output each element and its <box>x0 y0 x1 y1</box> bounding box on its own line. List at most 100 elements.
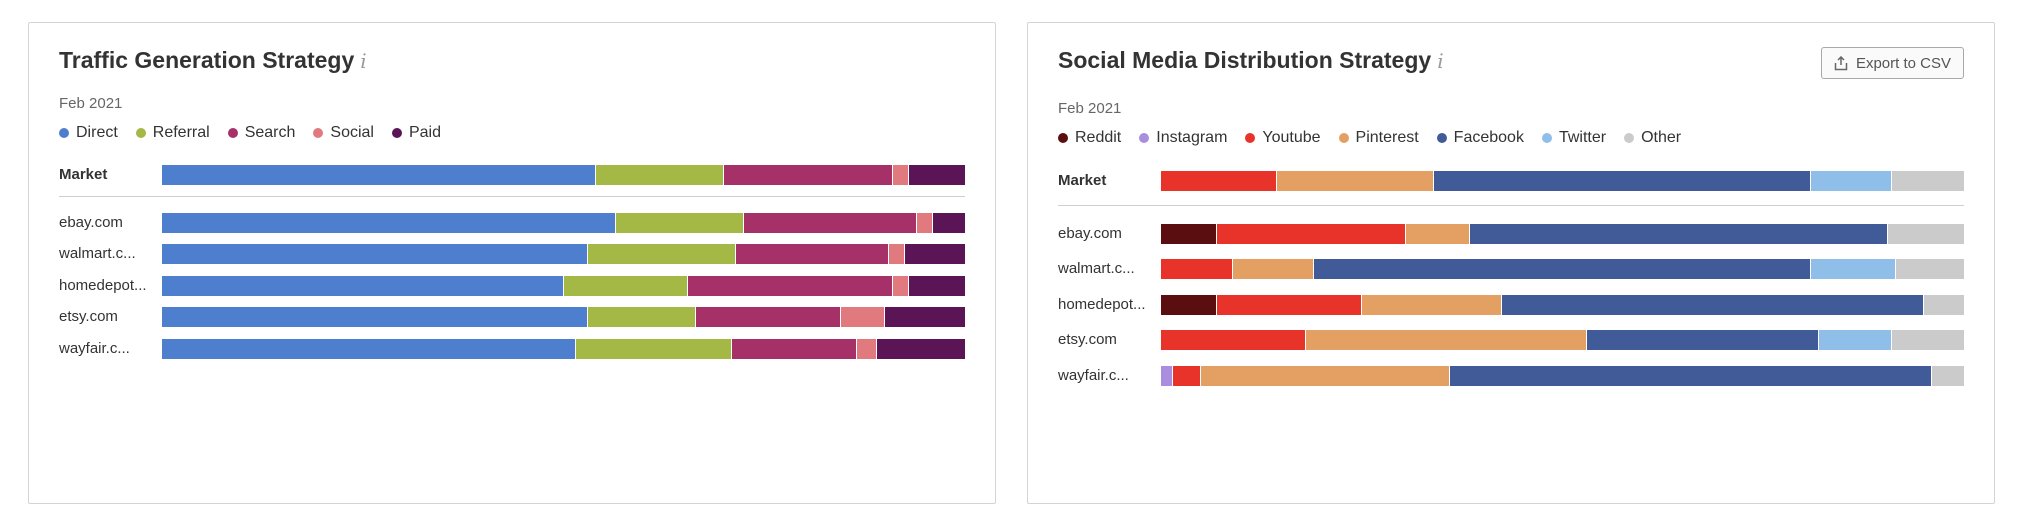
export-csv-button[interactable]: Export to CSV <box>1820 47 1964 79</box>
bar-segment-direct[interactable] <box>162 213 616 233</box>
bar-segment-direct[interactable] <box>162 244 588 264</box>
bar-segment-social[interactable] <box>916 213 933 233</box>
bar-segment-paid[interactable] <box>932 213 965 233</box>
bar-segment-youtube[interactable] <box>1161 259 1234 279</box>
social-stacked-bar[interactable] <box>1161 366 1964 386</box>
bar-segment-reddit[interactable] <box>1161 224 1218 244</box>
domain-row[interactable]: etsy.com <box>59 307 965 327</box>
bar-segment-other[interactable] <box>1931 366 1964 386</box>
legend-item-pinterest[interactable]: Pinterest <box>1338 129 1419 147</box>
bar-segment-youtube[interactable] <box>1173 366 1202 386</box>
info-icon[interactable]: i <box>1437 49 1444 73</box>
legend-item-paid[interactable]: Paid <box>391 124 441 142</box>
bar-segment-other[interactable] <box>1891 171 1964 191</box>
legend-item-other[interactable]: Other <box>1624 129 1681 147</box>
domain-row[interactable]: walmart.c... <box>59 244 965 264</box>
bar-segment-other[interactable] <box>1895 259 1964 279</box>
bar-segment-other[interactable] <box>1923 295 1964 315</box>
bar-segment-youtube[interactable] <box>1161 171 1278 191</box>
traffic-stacked-bar[interactable] <box>162 307 965 327</box>
domain-row[interactable]: walmart.c... <box>1058 259 1964 279</box>
bar-segment-referral[interactable] <box>615 213 745 233</box>
bar-segment-pinterest[interactable] <box>1277 171 1434 191</box>
domain-row[interactable]: etsy.com <box>1058 330 1964 350</box>
traffic-stacked-bar[interactable] <box>162 213 965 233</box>
bar-segment-reddit[interactable] <box>1161 295 1218 315</box>
bar-segment-pinterest[interactable] <box>1305 330 1587 350</box>
bar-segment-instagram[interactable] <box>1161 366 1174 386</box>
bar-segment-twitter[interactable] <box>1811 171 1892 191</box>
bar-segment-search[interactable] <box>744 213 917 233</box>
domain-row[interactable]: homedepot... <box>59 276 965 296</box>
domain-row[interactable]: wayfair.c... <box>59 339 965 359</box>
bar-segment-other[interactable] <box>1887 224 1964 244</box>
bar-segment-direct[interactable] <box>162 276 564 296</box>
bar-segment-social[interactable] <box>856 339 877 359</box>
market-row[interactable]: Market <box>59 165 965 185</box>
bar-segment-youtube[interactable] <box>1161 330 1306 350</box>
bar-segment-twitter[interactable] <box>1819 330 1892 350</box>
bar-segment-social[interactable] <box>888 244 905 264</box>
bar-segment-direct[interactable] <box>162 339 576 359</box>
bar-segment-direct[interactable] <box>162 307 588 327</box>
bar-segment-search[interactable] <box>732 339 857 359</box>
social-stacked-bar[interactable] <box>1161 330 1964 350</box>
bar-segment-pinterest[interactable] <box>1405 224 1471 244</box>
traffic-stacked-bar[interactable] <box>162 244 965 264</box>
social-stacked-bar[interactable] <box>1161 224 1964 244</box>
bar-segment-social[interactable] <box>892 165 909 185</box>
bar-segment-paid[interactable] <box>908 165 965 185</box>
legend-item-instagram[interactable]: Instagram <box>1139 129 1227 147</box>
legend-item-twitter[interactable]: Twitter <box>1541 129 1606 147</box>
legend-item-youtube[interactable]: Youtube <box>1245 129 1321 147</box>
bar-segment-facebook[interactable] <box>1502 295 1924 315</box>
bar-segment-twitter[interactable] <box>1811 259 1896 279</box>
market-row[interactable]: Market <box>1058 171 1964 191</box>
bar-segment-social[interactable] <box>840 307 885 327</box>
bar-segment-facebook[interactable] <box>1586 330 1820 350</box>
traffic-stacked-bar[interactable] <box>162 339 965 359</box>
bar-segment-social[interactable] <box>892 276 909 296</box>
bar-segment-facebook[interactable] <box>1470 224 1888 244</box>
social-stacked-bar[interactable] <box>1161 259 1964 279</box>
legend-item-reddit[interactable]: Reddit <box>1058 129 1121 147</box>
bar-segment-paid[interactable] <box>884 307 965 327</box>
bar-segment-referral[interactable] <box>595 165 725 185</box>
bar-segment-facebook[interactable] <box>1434 171 1812 191</box>
domain-row[interactable]: ebay.com <box>1058 224 1964 244</box>
bar-segment-direct[interactable] <box>162 165 596 185</box>
bar-segment-youtube[interactable] <box>1217 224 1406 244</box>
bar-segment-youtube[interactable] <box>1217 295 1362 315</box>
bar-segment-referral[interactable] <box>587 244 737 264</box>
social-stacked-bar[interactable] <box>1161 295 1964 315</box>
info-icon[interactable]: i <box>360 49 367 73</box>
domain-row[interactable]: wayfair.c... <box>1058 366 1964 386</box>
bar-segment-search[interactable] <box>687 276 893 296</box>
legend-item-social[interactable]: Social <box>313 124 374 142</box>
legend-item-direct[interactable]: Direct <box>59 124 118 142</box>
traffic-stacked-bar[interactable] <box>162 165 965 185</box>
legend-item-search[interactable]: Search <box>227 124 295 142</box>
bar-segment-facebook[interactable] <box>1313 259 1812 279</box>
bar-segment-paid[interactable] <box>876 339 965 359</box>
bar-segment-facebook[interactable] <box>1450 366 1932 386</box>
bar-segment-pinterest[interactable] <box>1233 259 1314 279</box>
domain-row[interactable]: ebay.com <box>59 213 965 233</box>
bar-segment-search[interactable] <box>724 165 893 185</box>
bar-segment-paid[interactable] <box>904 244 965 264</box>
bar-segment-pinterest[interactable] <box>1201 366 1451 386</box>
legend-label: Referral <box>152 124 210 141</box>
bar-segment-paid[interactable] <box>908 276 965 296</box>
bar-segment-referral[interactable] <box>563 276 688 296</box>
legend-item-referral[interactable]: Referral <box>135 124 210 142</box>
bar-segment-search[interactable] <box>736 244 889 264</box>
legend-item-facebook[interactable]: Facebook <box>1436 129 1524 147</box>
traffic-stacked-bar[interactable] <box>162 276 965 296</box>
bar-segment-referral[interactable] <box>575 339 733 359</box>
domain-row[interactable]: homedepot... <box>1058 295 1964 315</box>
bar-segment-search[interactable] <box>695 307 841 327</box>
bar-segment-other[interactable] <box>1891 330 1964 350</box>
social-stacked-bar[interactable] <box>1161 171 1964 191</box>
bar-segment-referral[interactable] <box>587 307 696 327</box>
bar-segment-pinterest[interactable] <box>1361 295 1503 315</box>
